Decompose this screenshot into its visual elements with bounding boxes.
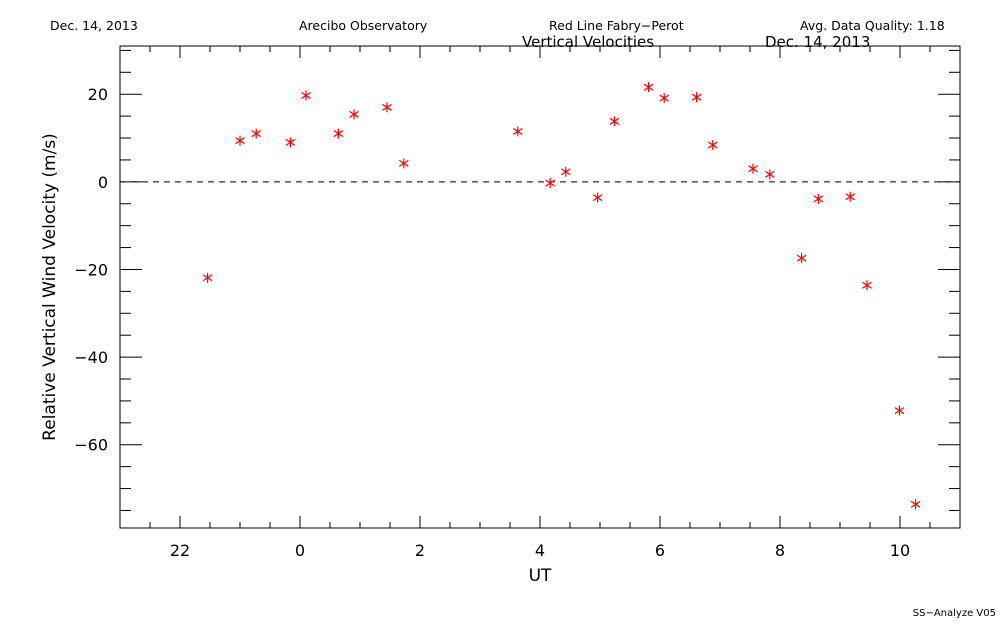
y-tick-label: −40 <box>74 348 108 367</box>
data-point <box>659 93 670 104</box>
x-tick-label: 22 <box>170 541 190 560</box>
header-data-quality: Avg. Data Quality: 1.18 <box>800 18 945 33</box>
data-point <box>202 272 213 283</box>
header-date: Dec. 14, 2013 <box>50 18 138 33</box>
y-tick-label: −20 <box>74 260 108 279</box>
header-instrument: Red Line Fabry−Perot <box>549 18 684 33</box>
axis-ticks <box>120 46 960 528</box>
x-tick-label: 8 <box>775 541 785 560</box>
header-observatory: Arecibo Observatory <box>299 18 428 33</box>
data-point <box>398 158 409 169</box>
software-version: SS−Analyze V05 <box>912 608 996 619</box>
data-point <box>382 102 392 113</box>
data-points <box>202 82 921 510</box>
data-point <box>813 193 824 204</box>
data-point <box>764 169 775 180</box>
x-tick-label: 10 <box>890 541 910 560</box>
data-point <box>251 128 262 139</box>
data-point <box>845 191 856 202</box>
data-point <box>862 280 872 291</box>
tick-labels: 22 0 2 4 6 8 10 20 0 −20 −40 −60 <box>74 85 910 560</box>
data-point <box>301 90 311 101</box>
x-tick-label: 6 <box>655 541 665 560</box>
x-axis-label: UT <box>529 566 552 586</box>
y-tick-label: 0 <box>98 173 108 192</box>
x-tick-label: 0 <box>295 541 305 560</box>
data-point <box>235 135 245 146</box>
y-tick-label: 20 <box>88 85 108 104</box>
data-point <box>592 192 603 203</box>
data-point <box>910 499 921 510</box>
x-tick-label: 4 <box>535 541 545 560</box>
data-point <box>349 109 359 120</box>
data-point <box>796 253 807 264</box>
data-point <box>707 140 718 151</box>
data-point <box>512 126 523 137</box>
x-tick-label: 2 <box>415 541 425 560</box>
plot-frame <box>119 45 961 529</box>
data-point <box>560 166 571 177</box>
data-point <box>285 137 296 148</box>
data-point <box>609 116 620 127</box>
data-point <box>545 178 556 189</box>
y-tick-label: −60 <box>74 436 108 455</box>
data-point <box>691 92 702 103</box>
data-point <box>894 405 905 416</box>
data-point <box>643 82 654 93</box>
data-point <box>748 163 758 174</box>
data-point <box>333 128 344 139</box>
y-axis-label: Relative Vertical Wind Velocity (m/s) <box>40 133 60 441</box>
